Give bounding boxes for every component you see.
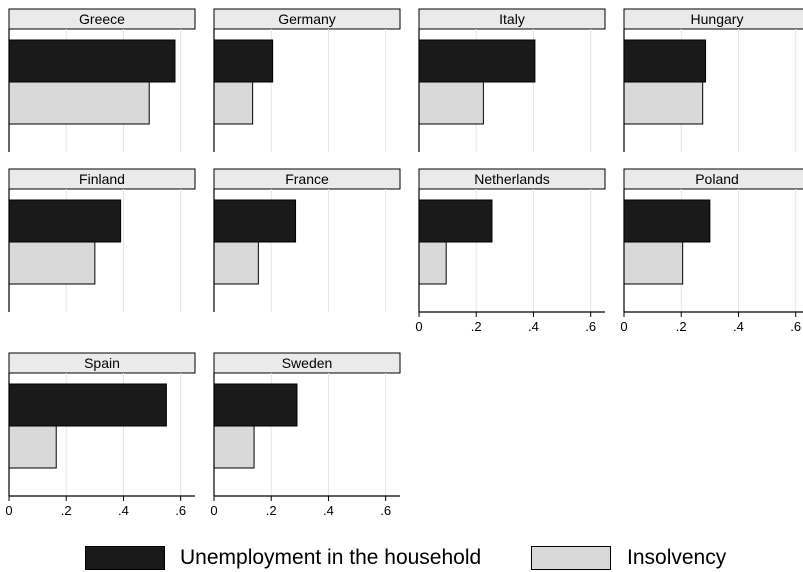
x-tick-label-netherlands-2: .4 — [528, 319, 539, 334]
bar-sweden-insolvency — [213, 425, 255, 469]
bar-france-insolvency — [213, 241, 259, 285]
legend-swatch-unemployment — [85, 546, 165, 570]
bar-finland-insolvency — [8, 241, 96, 285]
panel-title-france: France — [285, 171, 329, 187]
bar-germany-unemployment — [213, 39, 274, 83]
panel-header-sweden — [213, 352, 401, 374]
panel-title-germany: Germany — [278, 11, 336, 27]
panel-title-greece: Greece — [79, 11, 125, 27]
bar-greece-unemployment — [8, 39, 176, 83]
panel-title-poland: Poland — [695, 171, 739, 187]
x-tick-label-spain-0: 0 — [5, 503, 12, 518]
x-tick-label-sweden-0: 0 — [210, 503, 217, 518]
x-tick-label-spain-1: .2 — [61, 503, 72, 518]
panel-header-germany — [213, 8, 401, 30]
legend-label-insolvency: Insolvency — [627, 546, 727, 569]
panel-header-poland — [623, 168, 803, 190]
x-tick-label-sweden-2: .4 — [323, 503, 334, 518]
bar-netherlands-insolvency — [418, 241, 447, 285]
x-tick-label-netherlands-0: 0 — [415, 319, 422, 334]
bar-spain-insolvency — [8, 425, 57, 469]
x-tick-label-poland-0: 0 — [620, 319, 627, 334]
panel-header-spain — [8, 352, 196, 374]
x-tick-label-sweden-1: .2 — [266, 503, 277, 518]
panel-header-netherlands — [418, 168, 606, 190]
chart-legend: Unemployment in the household Insolvency — [0, 544, 803, 572]
x-tick-label-poland-3: .6 — [790, 319, 801, 334]
legend-label-unemployment: Unemployment in the household — [180, 546, 482, 569]
bar-finland-unemployment — [8, 199, 122, 243]
bar-poland-unemployment — [623, 199, 711, 243]
panel-header-hungary — [623, 8, 803, 30]
x-tick-label-poland-2: .4 — [733, 319, 744, 334]
panel-header-greece — [8, 8, 196, 30]
bar-hungary-unemployment — [623, 39, 707, 83]
panel-title-italy: Italy — [499, 11, 525, 27]
x-tick-label-spain-2: .4 — [118, 503, 129, 518]
legend-swatch-insolvency — [531, 546, 611, 570]
x-tick-label-spain-3: .6 — [175, 503, 186, 518]
panel-title-netherlands: Netherlands — [474, 171, 550, 187]
bar-france-unemployment — [213, 199, 297, 243]
x-tick-label-poland-1: .2 — [676, 319, 687, 334]
bar-greece-insolvency — [8, 81, 150, 125]
x-tick-label-netherlands-3: .6 — [585, 319, 596, 334]
x-tick-label-netherlands-1: .2 — [471, 319, 482, 334]
panel-header-finland — [8, 168, 196, 190]
bar-poland-insolvency — [623, 241, 684, 285]
bar-netherlands-unemployment — [418, 199, 493, 243]
panel-title-hungary: Hungary — [691, 11, 744, 27]
panel-header-france — [213, 168, 401, 190]
bar-germany-insolvency — [213, 81, 254, 125]
x-tick-label-sweden-3: .6 — [380, 503, 391, 518]
panel-title-finland: Finland — [79, 171, 125, 187]
panel-header-italy — [418, 8, 606, 30]
bar-sweden-unemployment — [213, 383, 298, 427]
panel-title-spain: Spain — [84, 355, 120, 371]
bar-spain-unemployment — [8, 383, 167, 427]
bar-italy-insolvency — [418, 81, 484, 125]
panel-title-sweden: Sweden — [282, 355, 333, 371]
bar-hungary-insolvency — [623, 81, 704, 125]
bar-italy-unemployment — [418, 39, 536, 83]
